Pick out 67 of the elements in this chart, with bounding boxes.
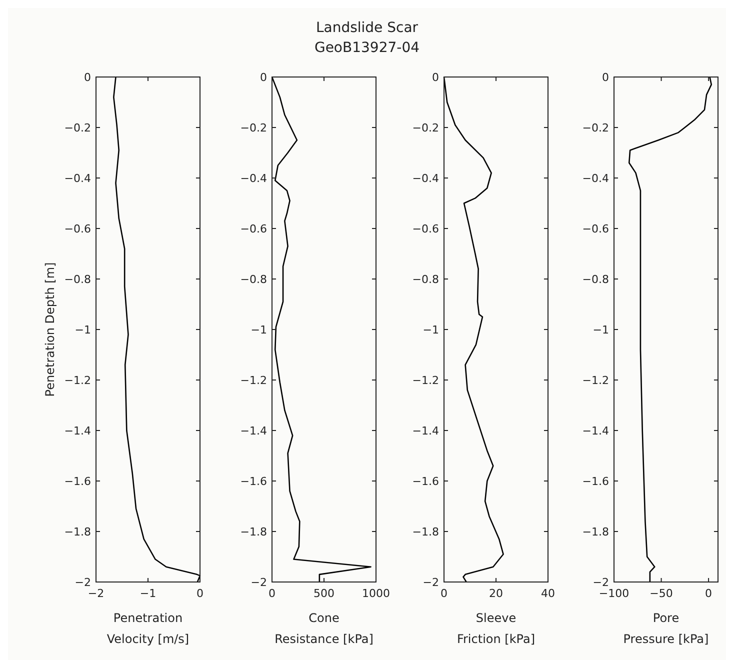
y-tick-label: −0.6 [64,222,91,236]
y-tick-label: −0.2 [582,121,609,134]
x-tick-label: 0 [268,587,276,600]
y-tick-label: −0.6 [240,222,267,236]
y-tick-label: −2 [422,576,439,589]
y-tick-label: −1.2 [64,374,91,387]
x-axis-title: Cone Resistance [kPa] [274,611,374,646]
y-tick-label: −0.2 [412,121,439,134]
x-tick-label: −2 [88,587,104,600]
y-tick-label: −1.2 [240,374,267,387]
line-series [443,76,504,583]
y-tick-label: −1.8 [582,525,609,538]
x-tick-label: 40 [541,587,555,600]
y-tick-label: −1.4 [64,424,91,438]
chart-title: Landslide Scar [316,20,418,36]
y-tick-label: 0 [602,70,609,84]
y-tick-label: −2 [592,576,609,589]
y-tick-label: −1 [422,323,439,336]
y-tick-label: −1 [74,323,91,336]
line-series [113,76,201,583]
y-tick-label: −2 [250,576,267,589]
line-series [628,76,712,583]
y-tick-label: −1.6 [64,474,91,488]
y-tick-label: −0.6 [412,222,439,236]
x-tick-label: 0 [440,587,448,600]
y-tick-label: −0.4 [582,172,609,185]
y-tick-label: 0 [260,70,267,84]
y-tick-label: −1.6 [582,474,609,488]
x-tick-label: −100 [598,587,630,600]
y-tick-label: −0.8 [64,272,91,286]
y-tick-label: −1 [592,323,609,336]
x-tick-label: 0 [705,587,712,600]
y-tick-label: −1.4 [240,424,267,438]
y-tick-label: −1.6 [240,474,267,488]
y-tick-label: 0 [432,70,439,84]
y-tick-label: −0.6 [582,222,609,236]
y-tick-label: −0.4 [64,172,91,185]
y-axis-title: Penetration Depth [m] [43,262,57,397]
y-tick-label: −0.2 [64,121,91,134]
x-tick-label: −1 [140,587,156,600]
x-axis-title: Sleeve Friction [kPa] [456,611,536,646]
x-tick-label: 500 [314,587,334,600]
x-tick-label: 20 [489,587,503,600]
y-tick-label: −1.2 [582,374,609,387]
x-tick-label: 0 [196,587,204,600]
x-tick-label: −50 [650,587,673,600]
y-tick-label: −1.4 [582,424,609,438]
y-tick-label: −0.8 [412,272,439,286]
y-tick-label: −1.8 [64,525,91,538]
y-tick-label: −1.8 [240,525,267,538]
y-tick-label: 0 [84,70,91,84]
y-tick-label: −1 [250,323,267,336]
x-tick-label: 1000 [362,587,390,600]
x-axis-title: Pore Pressure [kPa] [623,611,709,646]
y-tick-label: −1.4 [412,424,439,438]
y-tick-label: −1.6 [412,474,439,488]
y-tick-label: −0.4 [412,172,439,185]
y-tick-label: −2 [74,576,91,589]
y-tick-label: −0.8 [582,272,609,286]
y-tick-label: −0.2 [240,121,267,134]
y-tick-label: −0.8 [240,272,267,286]
line-series [271,76,372,583]
chart-subtitle: GeoB13927-04 [314,40,420,56]
x-axis-title: Penetration Velocity [m/s] [106,611,190,646]
y-tick-label: −1.8 [412,525,439,538]
y-tick-label: −0.4 [240,172,267,185]
y-tick-label: −1.2 [412,374,439,387]
